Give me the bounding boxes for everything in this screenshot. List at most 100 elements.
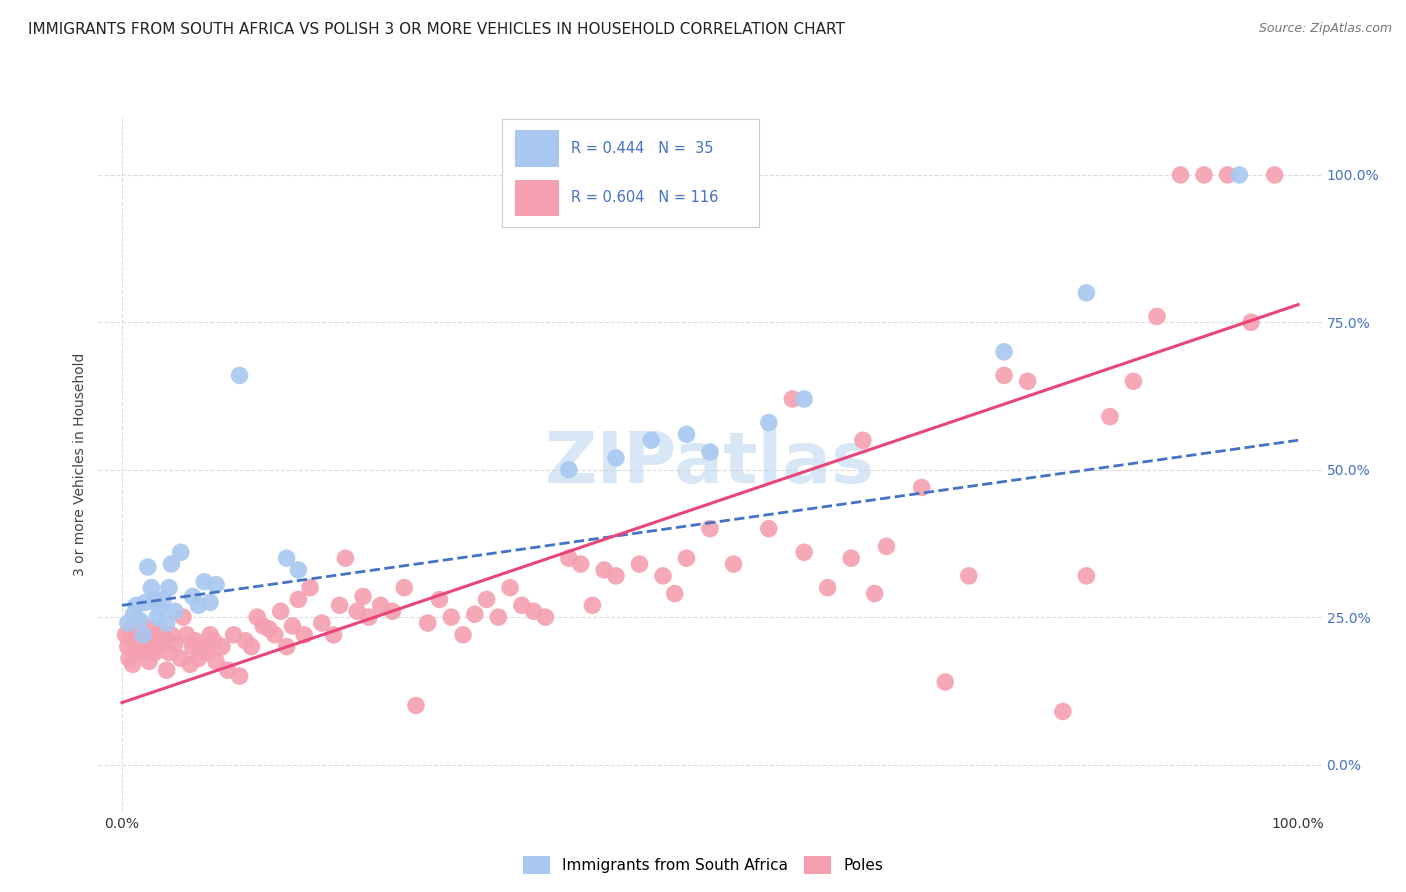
Point (534, 610, 557, 624)
Point (346, 604, 368, 618)
Point (125, 599, 148, 613)
Point (1017, 374, 1039, 388)
Point (352, 590, 374, 604)
Point (128, 622, 150, 636)
Point (499, 581, 522, 595)
Point (117, 640, 139, 654)
Point (132, 646, 155, 660)
Point (131, 640, 153, 654)
Point (152, 592, 174, 607)
Point (163, 637, 186, 651)
Point (652, 569, 675, 583)
Point (782, 392, 804, 406)
Point (605, 569, 627, 583)
Point (394, 581, 416, 595)
Text: IMMIGRANTS FROM SOUTH AFRICA VS POLISH 3 OR MORE VEHICLES IN HOUSEHOLD CORRELATI: IMMIGRANTS FROM SOUTH AFRICA VS POLISH 3… (28, 22, 845, 37)
Point (205, 578, 228, 592)
Point (139, 640, 162, 654)
Point (187, 599, 209, 613)
Point (184, 633, 207, 648)
Point (911, 480, 934, 494)
Point (993, 368, 1015, 383)
Point (125, 646, 148, 660)
Point (875, 540, 897, 554)
Text: ZIPatlas: ZIPatlas (546, 429, 875, 499)
Point (863, 586, 886, 600)
Legend: Immigrants from South Africa, Poles: Immigrants from South Africa, Poles (516, 850, 890, 880)
Point (299, 581, 322, 595)
Point (163, 604, 186, 618)
Point (510, 599, 533, 613)
Point (675, 551, 697, 566)
Point (1227, 168, 1250, 182)
Point (1098, 409, 1121, 424)
Point (1170, 168, 1192, 182)
Point (117, 615, 139, 630)
Point (1146, 310, 1168, 324)
Point (179, 657, 201, 672)
Point (817, 581, 839, 595)
Point (793, 545, 815, 559)
Point (149, 601, 172, 615)
Point (464, 607, 486, 622)
Point (195, 646, 218, 660)
Point (558, 551, 581, 566)
Point (1192, 168, 1215, 182)
Point (451, 628, 474, 642)
Point (127, 624, 149, 639)
Point (699, 445, 721, 459)
Point (176, 628, 198, 642)
Point (440, 610, 463, 624)
Point (699, 522, 721, 536)
Point (118, 651, 141, 665)
Point (276, 640, 298, 654)
Point (287, 563, 309, 577)
Point (141, 622, 163, 636)
Point (141, 581, 163, 595)
Point (156, 615, 179, 630)
Point (276, 551, 298, 566)
Point (1240, 315, 1263, 329)
Point (228, 368, 250, 383)
Point (160, 628, 183, 642)
Point (143, 646, 166, 660)
Point (328, 599, 350, 613)
Point (416, 615, 439, 630)
Point (122, 628, 145, 642)
Point (114, 628, 136, 642)
Point (1216, 168, 1239, 182)
Y-axis label: 3 or more Vehicles in Household: 3 or more Vehicles in Household (73, 352, 87, 575)
Point (122, 607, 145, 622)
Point (793, 392, 815, 406)
Point (335, 551, 357, 566)
Point (120, 633, 142, 648)
Point (475, 592, 498, 607)
Point (121, 657, 143, 672)
Point (124, 615, 146, 630)
Point (205, 654, 228, 668)
Point (193, 574, 215, 589)
Point (193, 640, 215, 654)
Point (381, 604, 404, 618)
Point (136, 628, 159, 642)
Point (934, 675, 956, 690)
Point (593, 563, 616, 577)
Point (257, 622, 280, 636)
Point (1122, 374, 1144, 388)
Point (758, 416, 780, 430)
Point (628, 557, 651, 571)
Point (146, 633, 169, 648)
Point (486, 610, 509, 624)
Point (758, 522, 780, 536)
Point (852, 434, 875, 448)
Point (134, 628, 156, 642)
Point (132, 628, 155, 642)
Point (198, 595, 221, 609)
Point (202, 633, 225, 648)
Point (143, 592, 166, 607)
Point (187, 651, 209, 665)
Point (198, 628, 221, 642)
Point (181, 590, 204, 604)
Point (136, 560, 159, 574)
Point (172, 610, 194, 624)
